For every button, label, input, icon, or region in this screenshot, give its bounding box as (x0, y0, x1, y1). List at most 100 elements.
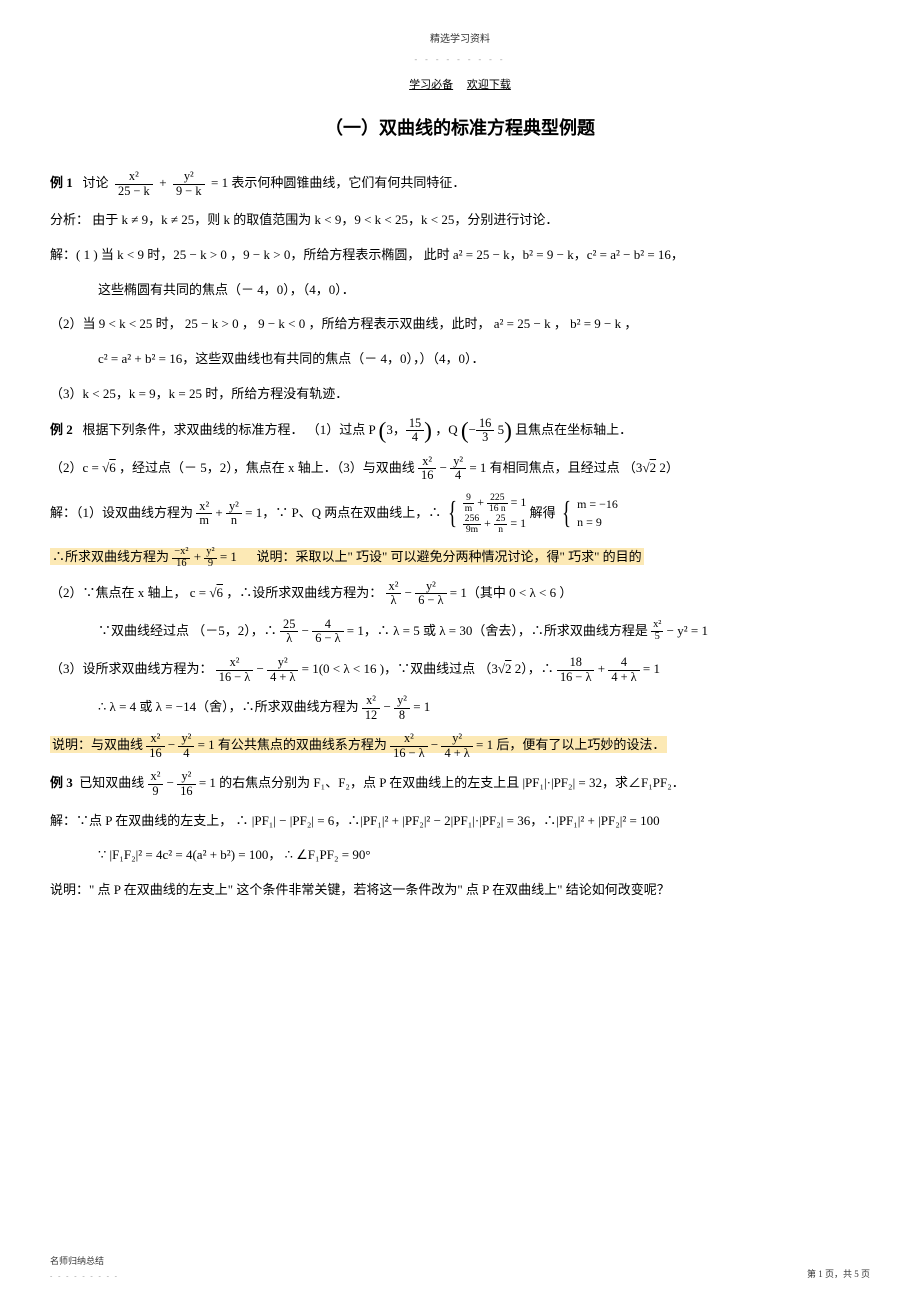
p3-sys1: 9m + 22516 n = 1 2569m + 25n = 1 (463, 493, 527, 535)
p9-f3: x²16 − λ (390, 732, 427, 760)
footer-left-text: 名师归纳总结 (50, 1256, 104, 1266)
p2b: ，经过点（－ 5，2），焦点在 x 轴上．（3）与双曲线 (119, 460, 418, 475)
ex1-label: 例 1 (50, 175, 73, 190)
footer-right-text: 第 1 页，共 5 页 (807, 1269, 870, 1279)
p2-frac2: y²4 (450, 455, 466, 483)
sol1c: （3）k < 25，k = 9，k = 25 时，所给方程没有轨迹． (50, 382, 870, 407)
p9: 说明：与双曲线 x²16 − y²4 = 1 有公共焦点的双曲线系方程为 x²1… (50, 732, 870, 760)
sol1b2-text: c² = a² + b² = 16，这些双曲线也有共同的焦点（－ 4，0），）（… (98, 351, 484, 366)
p9-f1: x²16 (146, 732, 164, 760)
brace-icon: { (448, 501, 457, 526)
p3: 解：（1）设双曲线方程为 x²m + y²n = 1，∵ P、Q 两点在双曲线上… (50, 493, 870, 535)
ex2-intro: 根据下列条件，求双曲线的标准方程． （1）过点 P (83, 422, 376, 437)
p9-hl: 说明：与双曲线 x²16 − y²4 = 1 有公共焦点的双曲线系方程为 x²1… (50, 736, 667, 753)
q-frac: 163 (476, 417, 494, 445)
sol1a: 解：( 1 ) 当 k < 9 时，25 − k > 0 ，9 − k > 0，… (50, 243, 870, 268)
sol1b2: c² = a² + b² = 16，这些双曲线也有共同的焦点（－ 4，0），）（… (50, 347, 870, 372)
p9c: = 1 后，便有了以上巧妙的设法． (476, 737, 665, 752)
sub-header: 学习必备 欢迎下载 (50, 75, 870, 96)
p5a: （2）∵焦点在 x 轴上， c = (50, 585, 209, 600)
p3-f2: y²n (226, 500, 242, 528)
ex3-f1: x²9 (148, 770, 164, 798)
p7-f4: 44 + λ (608, 656, 639, 684)
ex2-mid: ，Q (435, 422, 457, 437)
p6: ∵双曲线经过点 （－5，2），∴ 25λ − 46 − λ = 1，∴ λ = … (50, 618, 870, 646)
sol1a-text: 解：( 1 ) 当 k < 9 时，25 − k > 0 ，9 − k > 0，… (50, 247, 684, 262)
footer-dots: - - - - - - - - - (50, 1270, 119, 1283)
p4-hl: ∴所求双曲线方程为 −x²16 + y²9 = 1 说明：采取以上" 巧设" 可… (50, 548, 644, 565)
p5-f2: y²6 − λ (415, 580, 446, 608)
p7b: = 1(0 < λ < 16 )，∵双曲线过点 （3 (302, 661, 498, 676)
p4-f1: −x²16 (172, 547, 190, 570)
sol1a2: 这些椭圆有共同的焦点（－ 4，0），（4，0）． (50, 278, 870, 303)
p2-frac1: x²16 (418, 455, 436, 483)
sub-welcome: 欢迎下载 (467, 79, 511, 91)
p9b: = 1 有公共焦点的双曲线系方程为 (198, 737, 391, 752)
p7-f2: y²4 + λ (267, 656, 298, 684)
p8-f2: y²8 (394, 694, 410, 722)
p5b: ，∴设所求双曲线方程为： (226, 585, 385, 600)
p7: （3）设所求双曲线方程为： x²16 − λ − y²4 + λ = 1(0 <… (50, 656, 870, 684)
p6b: = 1，∴ λ = 5 或 λ = 30（舍去），∴所求双曲线方程是 (347, 623, 651, 638)
p8-f1: x²12 (362, 694, 380, 722)
p6a: ∵双曲线经过点 （－5，2），∴ (98, 623, 277, 638)
sol1b: （2）当 9 < k < 25 时， 25 − k > 0 ， 9 − k < … (50, 312, 870, 337)
p5c: = 1（其中 0 < λ < 6 ） (450, 585, 573, 600)
p5: （2）∵焦点在 x 轴上， c = √6 ，∴设所求双曲线方程为： x²λ − … (50, 580, 870, 608)
lparen-icon: ( (379, 418, 387, 444)
p8b: = 1 (413, 699, 430, 714)
top-tag-text: 精选学习资料 (430, 34, 490, 45)
ex3-f2: y²16 (177, 770, 195, 798)
ex3-label: 例 3 (50, 776, 73, 791)
p4-f2: y²9 (204, 547, 216, 570)
sol1b-text: （2）当 9 < k < 25 时， 25 − k > 0 ， 9 − k < … (50, 316, 637, 331)
p7-f3: 1816 − λ (557, 656, 594, 684)
ex1-frac1: x²25 − k (115, 170, 153, 198)
p7-f1: x²16 − λ (216, 656, 253, 684)
p3a: 解：（1）设双曲线方程为 (50, 505, 196, 520)
ex1-frac2: y²9 − k (173, 170, 204, 198)
p7a: （3）设所求双曲线方程为： (50, 661, 216, 676)
p3c: 解得 (530, 505, 556, 520)
p2: （2）c = √6 ，经过点（－ 5，2），焦点在 x 轴上．（3）与双曲线 x… (50, 455, 870, 483)
footer-right: 第 1 页，共 5 页 (807, 1266, 870, 1283)
p2c: 有相同焦点，且经过点 （3 (490, 460, 643, 475)
sub-required: 学习必备 (409, 79, 453, 91)
p-frac: 154 (406, 417, 424, 445)
p10: 解：∵点 P 在双曲线的左支上， ∴ |PF₁| − |PF₂| = 6，∴|P… (50, 809, 870, 834)
example-1: 例 1 讨论 x²25 − k + y²9 − k = 1 表示何种圆锥曲线，它… (50, 170, 870, 198)
sol1c-text: （3）k < 25，k = 9，k = 25 时，所给方程没有轨迹． (50, 386, 348, 401)
header-dots: - - - - - - - - - (50, 52, 870, 67)
example-3: 例 3 已知双曲线 x²9 − y²16 = 1 的右焦点分别为 F₁、F₂，点… (50, 770, 870, 798)
analysis-text: 分析： 由于 k ≠ 9，k ≠ 25，则 k 的取值范围为 k < 9，9 <… (50, 212, 558, 227)
p3-f1: x²m (196, 500, 212, 528)
ex2-label: 例 2 (50, 422, 73, 437)
p9-f4: y²4 + λ (441, 732, 472, 760)
ex3a: 已知双曲线 (79, 776, 147, 791)
p2d: 2） (656, 460, 679, 475)
example-2: 例 2 根据下列条件，求双曲线的标准方程． （1）过点 P (3，154) ，Q… (50, 417, 870, 445)
p11-text: ∵ |F₁F₂|² = 4c² = 4(a² + b²) = 100， ∴ ∠F… (98, 847, 371, 862)
footer-left: 名师归纳总结 - - - - - - - - - (50, 1253, 119, 1283)
ex1-tail: 表示何种圆锥曲线，它们有何共同特征． (231, 175, 465, 190)
p7d: = 1 (643, 661, 660, 676)
brace-icon-2: { (562, 501, 571, 526)
p12: 说明：" 点 P 在双曲线的左支上" 这个条件非常关键，若将这一条件改为" 点 … (50, 878, 870, 903)
p2a: （2）c = (50, 460, 102, 475)
p6-f1: 25λ (280, 618, 298, 646)
p4a: ∴所求双曲线方程为 (52, 549, 172, 564)
ex3b: = 1 的右焦点分别为 F₁、F₂，点 P 在双曲线上的左支上且 |PF₁|·|… (199, 776, 685, 791)
ex1-discuss: 讨论 (83, 175, 109, 190)
rparen-icon: ) (424, 418, 432, 444)
p10-text: 解：∵点 P 在双曲线的左支上， ∴ |PF₁| − |PF₂| = 6，∴|P… (50, 813, 660, 828)
p3-sys2: m = −16 n = 9 (577, 496, 618, 532)
p9-f2: y²4 (178, 732, 194, 760)
p8a: ∴ λ = 4 或 λ = −14（舍），∴所求双曲线方程为 (98, 699, 362, 714)
p11: ∵ |F₁F₂|² = 4c² = 4(a² + b²) = 100， ∴ ∠F… (50, 843, 870, 868)
page-title: （一）双曲线的标准方程典型例题 (50, 111, 870, 145)
p8: ∴ λ = 4 或 λ = −14（舍），∴所求双曲线方程为 x²12 − y²… (50, 694, 870, 722)
ex2-tail: 且焦点在坐标轴上． (515, 422, 632, 437)
p4: ∴所求双曲线方程为 −x²16 + y²9 = 1 说明：采取以上" 巧设" 可… (50, 545, 870, 570)
p7c: 2），∴ (511, 661, 557, 676)
p5-f1: x²λ (386, 580, 402, 608)
